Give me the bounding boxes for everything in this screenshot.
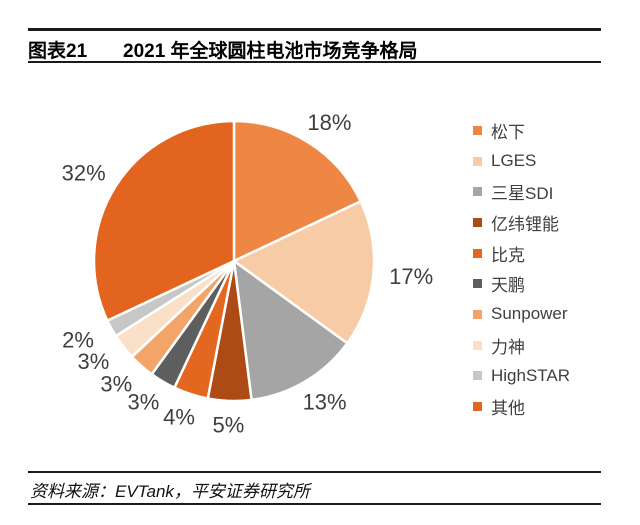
legend-swatch-icon bbox=[473, 125, 482, 135]
pie-slice-9 bbox=[92, 119, 236, 323]
legend-label: 三星SDI bbox=[491, 184, 554, 204]
legend-label: Sunpower bbox=[491, 304, 568, 324]
pie-percent-label-3: 5% bbox=[213, 412, 245, 437]
legend-swatch-icon bbox=[473, 340, 482, 350]
legend-item-2: 三星SDI bbox=[473, 176, 570, 207]
legend-swatch-icon bbox=[473, 371, 482, 381]
legend-swatch-icon bbox=[473, 217, 482, 227]
legend-label: 其他 bbox=[491, 399, 525, 419]
pie-slice-2 bbox=[232, 258, 350, 402]
legend-label: HighSTAR bbox=[491, 365, 571, 385]
legend-swatch-icon bbox=[473, 248, 482, 258]
legend-label: 力神 bbox=[491, 337, 525, 357]
legend-swatch-icon bbox=[473, 309, 482, 319]
footer-top-rule-divider bbox=[28, 471, 601, 473]
pie-percent-label-0: 18% bbox=[307, 110, 351, 135]
legend-label: 天鹏 bbox=[491, 276, 525, 296]
legend-label: 亿纬锂能 bbox=[491, 214, 559, 234]
legend-item-1: LGES bbox=[473, 146, 570, 177]
legend-label: 比克 bbox=[491, 245, 525, 265]
pie-percent-label-4: 4% bbox=[163, 405, 195, 430]
pie-percent-label-5: 3% bbox=[128, 390, 160, 415]
legend-label: LGES bbox=[491, 151, 537, 171]
figure-title: 2021 年全球圆柱电池市场竞争格局 bbox=[123, 41, 418, 62]
pie-slice-1 bbox=[231, 199, 376, 346]
pie-percent-label-9: 32% bbox=[62, 161, 106, 186]
pie-percent-label-1: 17% bbox=[389, 264, 433, 289]
legend-item-3: 亿纬锂能 bbox=[473, 207, 570, 238]
legend-item-5: 天鹏 bbox=[473, 268, 570, 299]
legend-item-0: 松下 bbox=[473, 115, 570, 146]
pie-percent-label-8: 2% bbox=[62, 328, 94, 353]
legend-item-6: Sunpower bbox=[473, 299, 570, 330]
legend-label: 松下 bbox=[491, 122, 525, 142]
legend-item-4: 比克 bbox=[473, 238, 570, 269]
legend-swatch-icon bbox=[473, 279, 482, 289]
title-rule-divider bbox=[28, 61, 601, 63]
figure-tag: 图表21 bbox=[28, 41, 88, 62]
source-note: 资料来源：EVTank，平安证券研究所 bbox=[30, 482, 310, 501]
pie-percent-label-6: 3% bbox=[100, 372, 132, 397]
legend-item-8: HighSTAR bbox=[473, 361, 570, 392]
legend-swatch-icon bbox=[473, 402, 482, 412]
footer-bottom-rule-divider bbox=[28, 503, 601, 505]
legend-item-9: 其他 bbox=[473, 391, 570, 422]
pie-slice-0 bbox=[232, 119, 363, 263]
chart-legend: 松下 LGES 三星SDI 亿纬锂能比克天鹏 Sunpower 力神 HighSTAR 其他 bbox=[473, 115, 570, 422]
pie-percent-label-7: 3% bbox=[78, 349, 110, 374]
legend-item-7: 力神 bbox=[473, 330, 570, 361]
legend-swatch-icon bbox=[473, 187, 482, 197]
top-rule-divider bbox=[28, 28, 601, 31]
legend-swatch-icon bbox=[473, 156, 482, 166]
pie-percent-label-2: 13% bbox=[303, 390, 347, 415]
